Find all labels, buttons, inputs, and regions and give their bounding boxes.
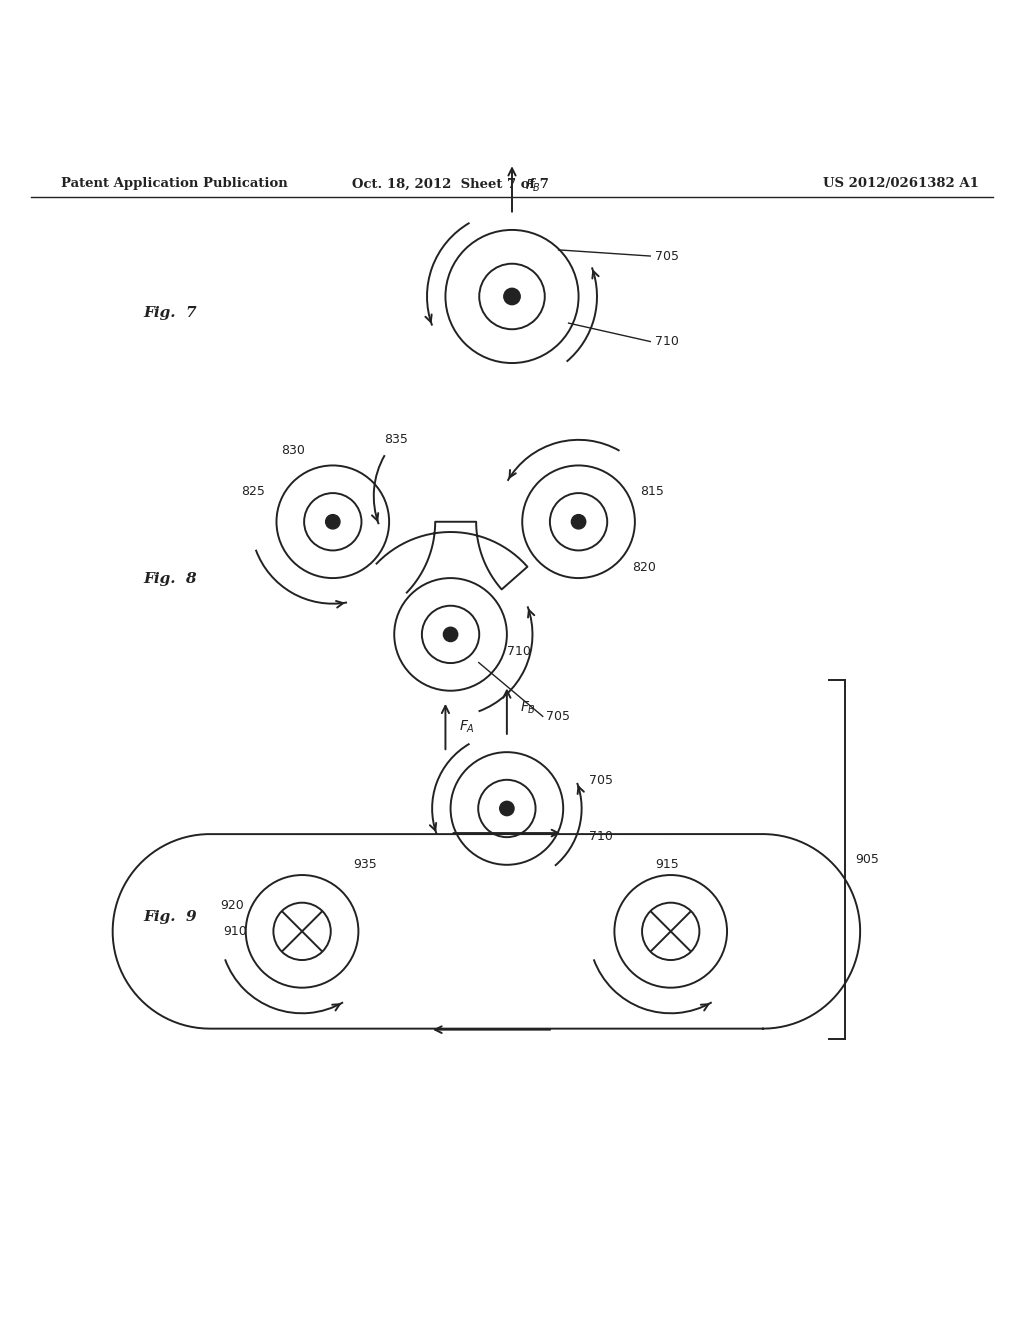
Text: Oct. 18, 2012  Sheet 7 of 7: Oct. 18, 2012 Sheet 7 of 7 (352, 177, 549, 190)
Text: US 2012/0261382 A1: US 2012/0261382 A1 (823, 177, 979, 190)
Text: Fig.  7: Fig. 7 (143, 306, 197, 319)
Circle shape (326, 515, 340, 529)
Text: 705: 705 (546, 710, 569, 723)
Text: 905: 905 (855, 853, 879, 866)
Text: 935: 935 (353, 858, 377, 871)
Text: $F_B$: $F_B$ (525, 178, 542, 194)
Text: $F_B$: $F_B$ (520, 700, 537, 717)
Text: 915: 915 (655, 858, 679, 871)
Text: $F_A$: $F_A$ (459, 718, 475, 735)
Text: 815: 815 (640, 484, 664, 498)
Circle shape (504, 288, 520, 305)
Text: 830: 830 (282, 444, 305, 457)
Circle shape (571, 515, 586, 529)
Text: 820: 820 (632, 561, 655, 574)
Text: 835: 835 (384, 433, 408, 446)
Text: Fig.  9: Fig. 9 (143, 909, 197, 924)
Circle shape (500, 801, 514, 816)
Text: 825: 825 (241, 484, 264, 498)
Text: 920: 920 (220, 899, 244, 912)
Text: 710: 710 (507, 645, 530, 659)
Text: 705: 705 (655, 249, 679, 263)
Text: 910: 910 (223, 925, 247, 937)
Circle shape (443, 627, 458, 642)
Text: 705: 705 (589, 774, 612, 787)
Text: 710: 710 (589, 830, 612, 843)
Text: Fig.  8: Fig. 8 (143, 572, 197, 586)
Text: Patent Application Publication: Patent Application Publication (61, 177, 288, 190)
Text: 710: 710 (655, 335, 679, 348)
